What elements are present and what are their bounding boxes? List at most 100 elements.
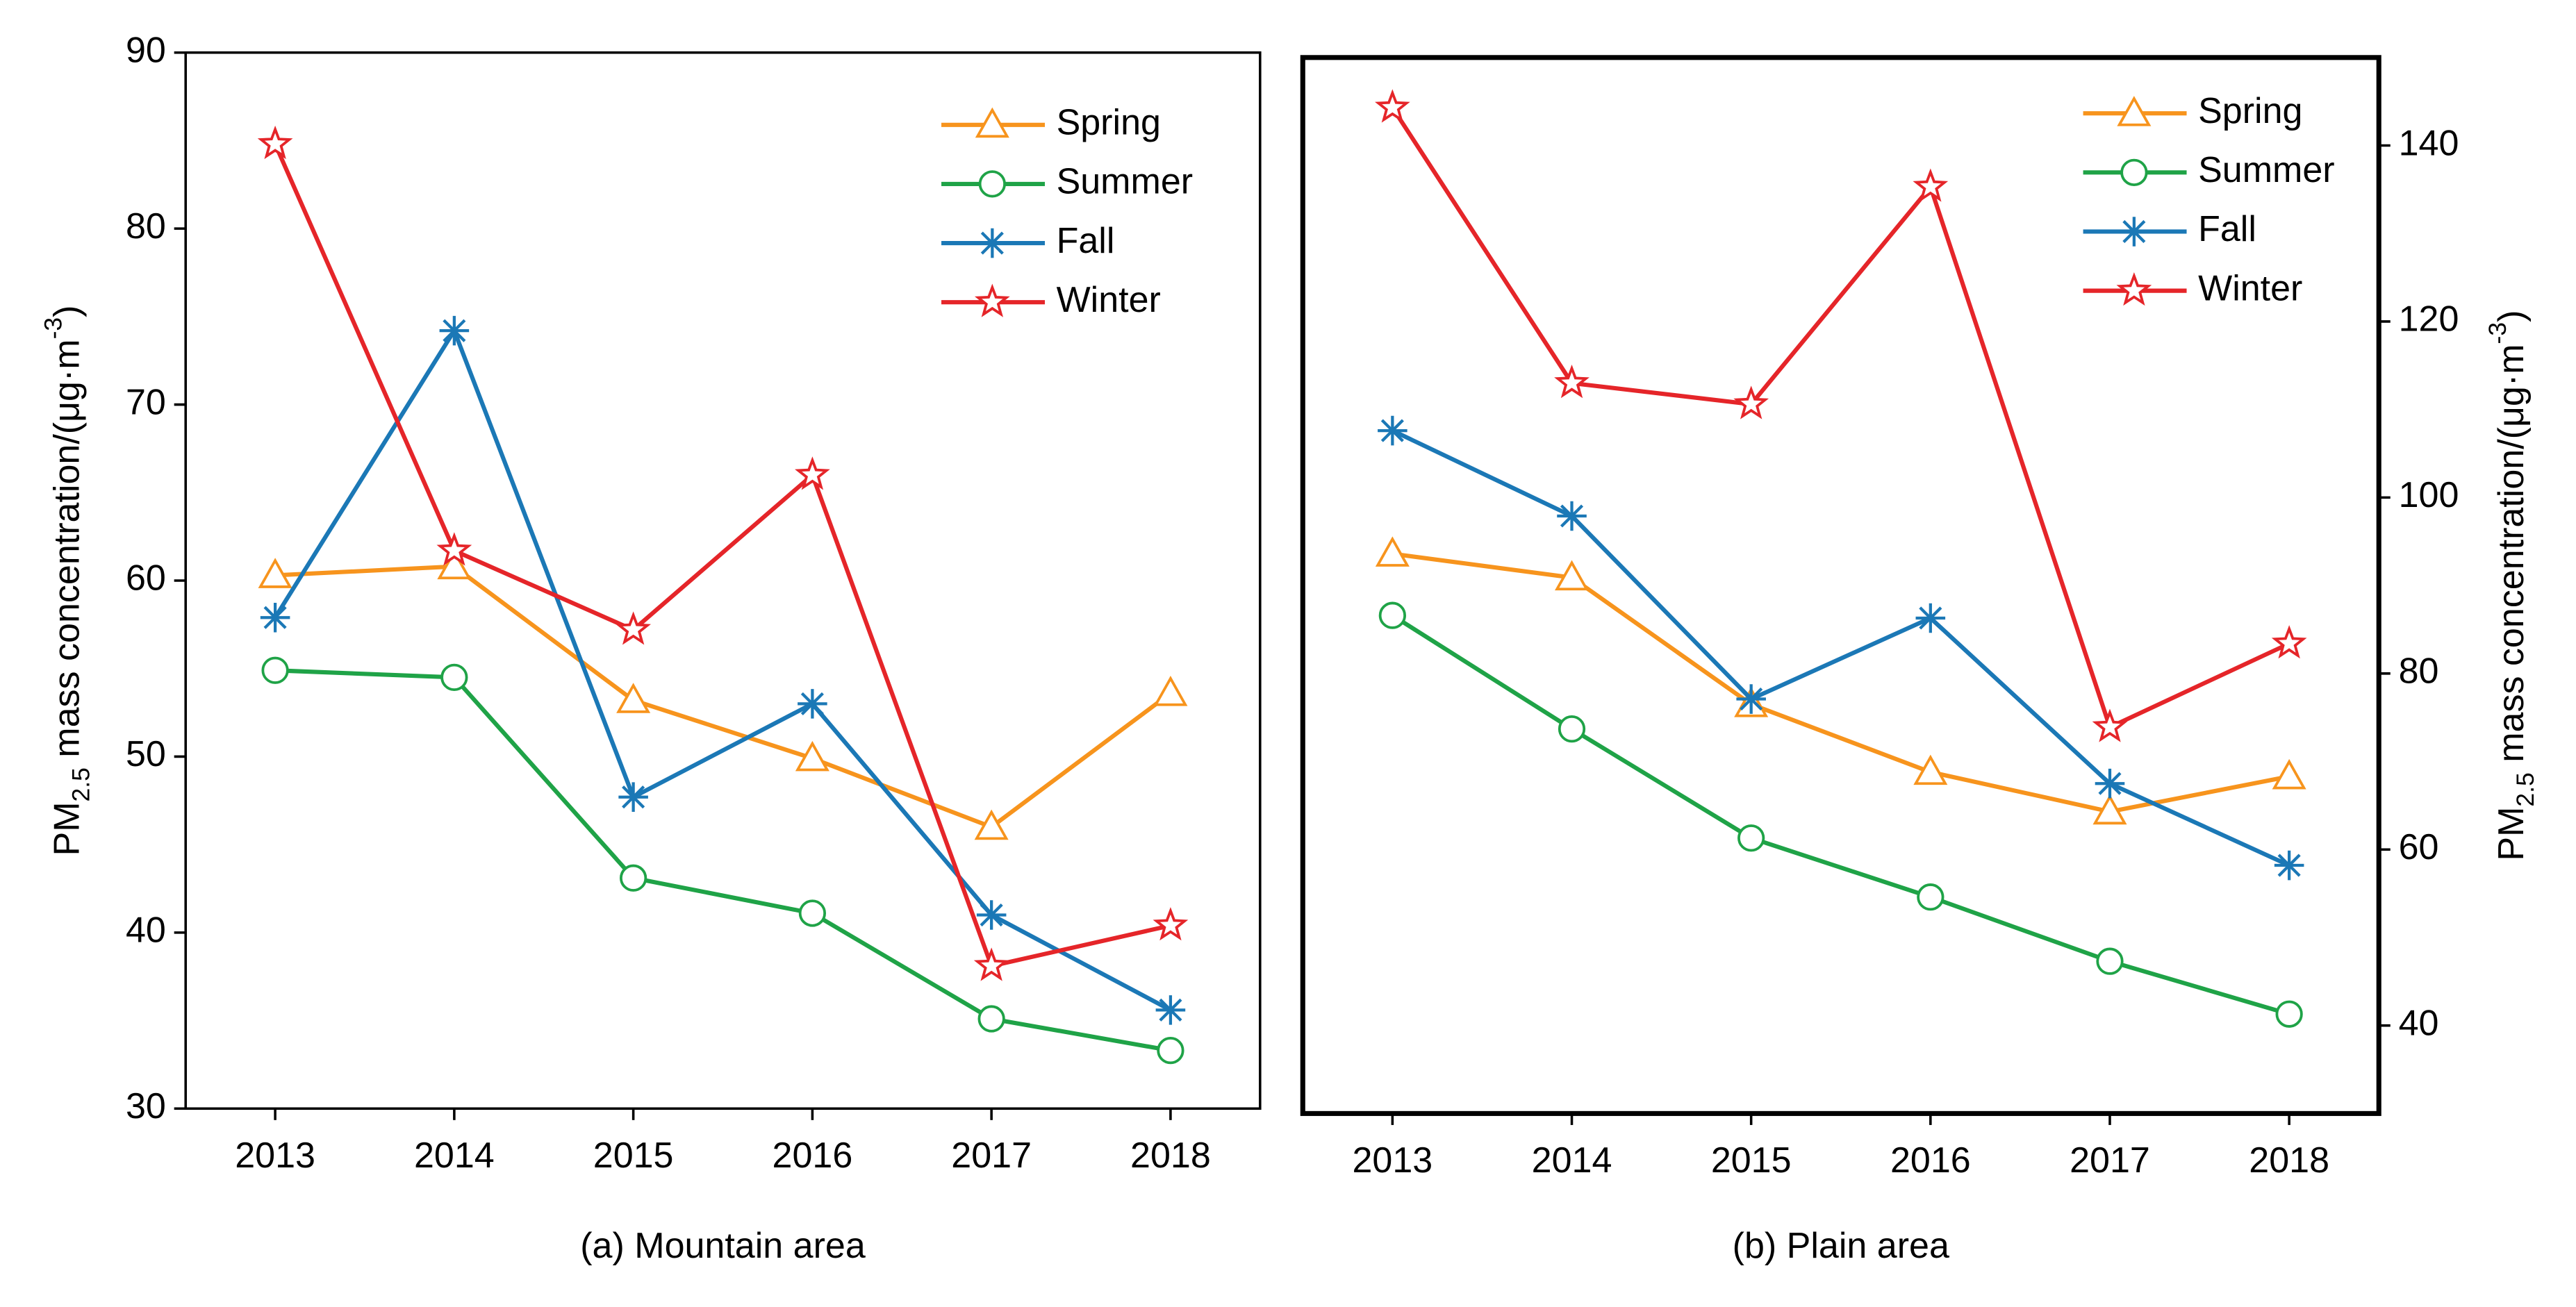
marker (1915, 603, 1946, 633)
marker (616, 611, 651, 645)
x-tick-label: 2013 (1353, 1140, 1433, 1181)
y-tick-label: 120 (2399, 299, 2459, 340)
y-tick-label: 90 (126, 30, 166, 70)
marker (1555, 560, 1590, 591)
series-line (273, 143, 1171, 969)
marker (1375, 536, 1410, 567)
y-axis-label-part: PM (47, 801, 87, 856)
marker (1736, 684, 1766, 714)
marker-stroke (980, 903, 1003, 927)
series-line (274, 564, 1172, 829)
y-tick-label: 60 (126, 558, 166, 599)
marker (2116, 272, 2152, 306)
marker (974, 809, 1009, 840)
marker (1913, 754, 1948, 785)
marker (1558, 715, 1586, 743)
y-tick-label: 30 (126, 1086, 166, 1126)
marker (2095, 768, 2125, 799)
x-tick-label: 2015 (593, 1135, 674, 1176)
marker-stroke (443, 319, 466, 342)
marker (975, 107, 1009, 138)
marker (2272, 758, 2306, 790)
marker (1917, 883, 1945, 911)
legend-label: Fall (1057, 221, 1115, 261)
marker (260, 602, 290, 633)
y-axis-label-part: mass concentration/(μg·m (2491, 344, 2532, 772)
marker (1375, 89, 1410, 123)
plot-frame (1300, 55, 2381, 1116)
legend-label: Summer (2198, 150, 2335, 190)
marker (618, 782, 648, 813)
legend-label: Winter (1057, 280, 1161, 320)
marker (2119, 217, 2149, 247)
caption: (b) Plain area (1733, 1226, 1949, 1266)
marker (2274, 850, 2304, 881)
x-tick-label: 2016 (1890, 1140, 1971, 1181)
y-tick-label: 40 (2399, 1003, 2439, 1043)
y-tick-label: 80 (126, 206, 166, 247)
y-tick-label: 50 (126, 734, 166, 774)
marker (1378, 601, 1406, 629)
marker (258, 558, 292, 588)
y-axis-label: PM2.5 mass concentration/(μg·m-3) (2484, 310, 2540, 861)
marker (1157, 1037, 1184, 1065)
y-tick-label: 80 (2399, 651, 2439, 692)
y-tick-label: 40 (126, 910, 166, 951)
y-axis-label-part: mass concentration/(μg·m (47, 339, 87, 767)
marker (977, 1005, 1005, 1033)
marker (978, 170, 1006, 198)
series-line (1390, 106, 2290, 730)
series-line (1392, 551, 2290, 814)
y-axis-label-part: ) (2491, 310, 2532, 322)
marker-stroke (1159, 998, 1182, 1022)
y-tick-label: 140 (2399, 123, 2459, 163)
marker (798, 689, 827, 719)
marker (1733, 385, 1769, 419)
x-tick-label: 2018 (2249, 1140, 2329, 1181)
legend-label: Summer (1057, 162, 1194, 202)
marker (1737, 824, 1765, 852)
y-axis-label-part: 2.5 (2512, 772, 2540, 806)
legend-label: Winter (2198, 268, 2302, 308)
y-axis-label-part: -3 (2484, 322, 2512, 344)
marker (2275, 1000, 2303, 1028)
marker (2092, 708, 2128, 742)
series-line (1391, 613, 2290, 1017)
marker (2092, 794, 2127, 825)
marker-stroke (2122, 219, 2146, 244)
x-tick-label: 2014 (1532, 1140, 1612, 1181)
marker (620, 864, 647, 892)
marker (1153, 907, 1189, 941)
series-line (274, 668, 1171, 1053)
marker (795, 456, 830, 490)
marker (2271, 625, 2307, 659)
marker-stroke (1380, 419, 1404, 442)
series-line (273, 328, 1172, 1013)
y-axis-label-part: ) (47, 305, 87, 317)
marker (973, 947, 1009, 981)
marker (1153, 676, 1188, 706)
legend-label: Spring (1057, 103, 1161, 143)
series-line (1392, 428, 2290, 867)
marker (257, 125, 293, 160)
marker-stroke (1740, 688, 1763, 711)
marker (2117, 96, 2152, 126)
marker (795, 740, 829, 772)
marker (1155, 995, 1186, 1025)
marker (977, 228, 1007, 258)
x-tick-label: 2015 (1711, 1140, 1792, 1181)
marker (798, 899, 827, 927)
marker (440, 663, 468, 692)
y-tick-label: 100 (2399, 475, 2459, 515)
marker-stroke (1560, 504, 1584, 528)
x-tick-label: 2013 (235, 1135, 315, 1176)
marker-stroke (1919, 606, 1942, 630)
marker (1913, 168, 1949, 202)
marker (436, 532, 472, 566)
y-tick-label: 70 (126, 382, 166, 422)
marker (616, 683, 651, 713)
marker-stroke (2098, 772, 2122, 795)
x-tick-label: 2017 (2070, 1140, 2150, 1181)
marker (437, 549, 472, 580)
